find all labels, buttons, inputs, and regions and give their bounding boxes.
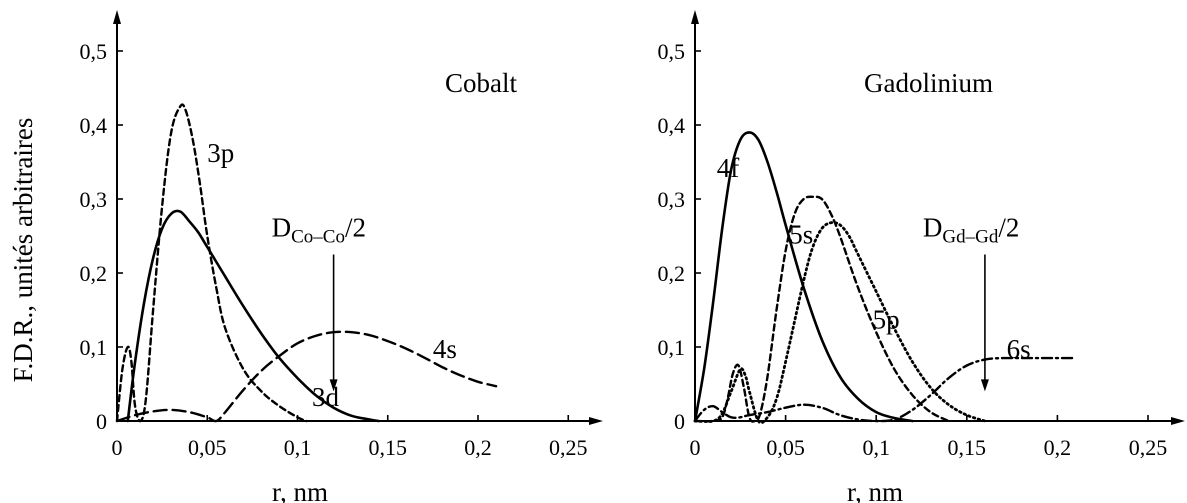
x-tick-label: 0,1 [862, 435, 890, 460]
series-label-5s: 5s [789, 219, 813, 249]
series-line-5p [693, 221, 987, 425]
x-tick-label: 0,15 [369, 435, 408, 460]
y-tick-label: 0,4 [658, 113, 686, 138]
y-tick-label: 0 [674, 409, 685, 434]
series-line-3p [115, 103, 308, 423]
y-axis-arrow [691, 10, 699, 24]
y-tick-label: 0 [96, 409, 107, 434]
series-label-4s: 4s [433, 334, 457, 364]
annotation-arrow-head [980, 379, 989, 392]
x-axis-arrow [1171, 417, 1185, 425]
series-line-4s [115, 330, 498, 423]
series-label-5p: 5p [873, 305, 900, 335]
chart-panel-1: 0 0,05 0,1 0,15 0,2 0,25 0 0,1 0,2 0,3 0,4 0,5 Gadol… [658, 10, 1185, 503]
x-tick-label: 0,2 [464, 435, 492, 460]
x-axis-arrow [589, 417, 603, 425]
x-tick-label: 0,05 [188, 435, 227, 460]
y-tick-label: 0,2 [658, 261, 686, 286]
y-tick-label: 0,3 [658, 187, 686, 212]
y-tick-label: 0,5 [658, 39, 686, 64]
annotation-arrow-head [329, 379, 338, 392]
distance-annotation: DGd–Gd/2 [923, 213, 1019, 248]
x-axis-label: r, nm [847, 477, 903, 503]
y-tick-label: 0,1 [658, 335, 686, 360]
x-axis-label: r, nm [272, 477, 328, 503]
y-tick-label: 0,1 [80, 335, 108, 360]
series-label-4f: 4f [717, 153, 740, 183]
y-tick-label: 0,3 [80, 187, 108, 212]
distance-annotation: DCo–Co/2 [272, 213, 366, 248]
y-tick-label: 0,4 [80, 113, 108, 138]
x-tick-label: 0,05 [766, 435, 805, 460]
charts-container: 0 0,05 0,1 0,15 0,2 0,25 0 0,1 0,2 0,3 0,4 0,5 Cobal… [80, 10, 1185, 503]
y-axis-label: F.D.R., unités arbitraires [8, 118, 38, 383]
y-tick-label: 0,2 [80, 261, 108, 286]
series-line-4f [693, 131, 914, 423]
x-tick-label: 0,1 [284, 435, 312, 460]
series-line-6s [693, 356, 1077, 423]
series-label-6s: 6s [1007, 334, 1031, 364]
x-tick-label: 0,25 [549, 435, 588, 460]
series-line-3d [126, 209, 380, 423]
y-axis-arrow [113, 10, 121, 24]
series-label-3d: 3d [312, 382, 340, 412]
x-tick-label: 0,15 [948, 435, 987, 460]
x-tick-label: 0 [690, 435, 701, 460]
series-label-3p: 3p [207, 138, 234, 168]
x-tick-label: 0,2 [1044, 435, 1072, 460]
x-tick-label: 0 [112, 435, 123, 460]
x-tick-label: 0,25 [1129, 435, 1168, 460]
y-tick-label: 0,5 [80, 39, 108, 64]
chart-title: Gadolinium [864, 68, 993, 98]
chart-title: Cobalt [445, 68, 517, 98]
chart-panel-0: 0 0,05 0,1 0,15 0,2 0,25 0 0,1 0,2 0,3 0,4 0,5 Cobal… [80, 10, 603, 503]
series-line-5s [693, 195, 950, 423]
